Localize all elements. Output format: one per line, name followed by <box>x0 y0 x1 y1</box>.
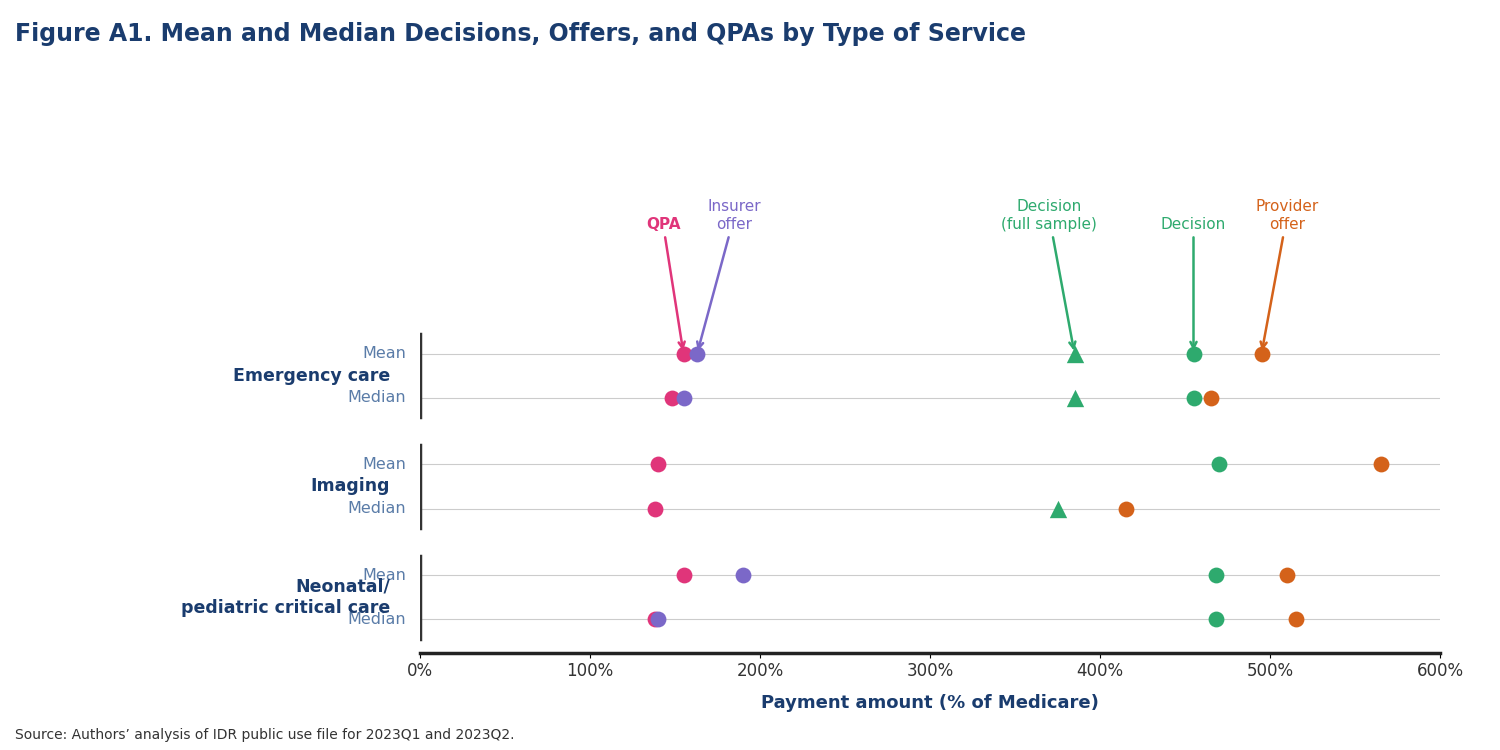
Point <box>1275 569 1299 581</box>
Point <box>672 347 696 359</box>
Text: Figure A1. Mean and Median Decisions, Offers, and QPAs by Type of Service: Figure A1. Mean and Median Decisions, Of… <box>15 22 1026 46</box>
Text: Median: Median <box>348 501 406 516</box>
X-axis label: Payment amount (% of Medicare): Payment amount (% of Medicare) <box>760 694 1100 712</box>
Text: Median: Median <box>348 612 406 627</box>
Point <box>642 503 666 515</box>
Point <box>1250 347 1274 359</box>
Point <box>672 569 696 581</box>
Text: QPA: QPA <box>646 217 684 348</box>
Point <box>642 614 666 626</box>
Point <box>1062 392 1086 404</box>
Point <box>1284 614 1308 626</box>
Point <box>1062 347 1086 359</box>
Point <box>1182 347 1206 359</box>
Text: Mean: Mean <box>363 346 407 361</box>
Point <box>1368 458 1392 470</box>
Text: Decision
(full sample): Decision (full sample) <box>1000 200 1096 348</box>
Text: Emergency care: Emergency care <box>232 367 390 385</box>
Text: Insurer
offer: Insurer offer <box>698 200 762 348</box>
Point <box>1203 614 1227 626</box>
Text: Neonatal/
pediatric critical care: Neonatal/ pediatric critical care <box>180 578 390 616</box>
Point <box>660 392 684 404</box>
Point <box>730 569 754 581</box>
Point <box>1203 569 1227 581</box>
Text: Provider
offer: Provider offer <box>1256 200 1318 348</box>
Point <box>686 347 709 359</box>
Text: Decision: Decision <box>1161 217 1226 348</box>
Point <box>646 614 670 626</box>
Point <box>672 392 696 404</box>
Text: Imaging: Imaging <box>310 478 390 496</box>
Text: Source: Authors’ analysis of IDR public use file for 2023Q1 and 2023Q2.: Source: Authors’ analysis of IDR public … <box>15 728 514 742</box>
Point <box>1113 503 1137 515</box>
Text: Mean: Mean <box>363 568 407 583</box>
Text: Mean: Mean <box>363 457 407 472</box>
Point <box>1046 503 1070 515</box>
Point <box>1182 392 1206 404</box>
Point <box>646 458 670 470</box>
Text: Median: Median <box>348 390 406 405</box>
Point <box>1198 392 1222 404</box>
Point <box>1208 458 1231 470</box>
